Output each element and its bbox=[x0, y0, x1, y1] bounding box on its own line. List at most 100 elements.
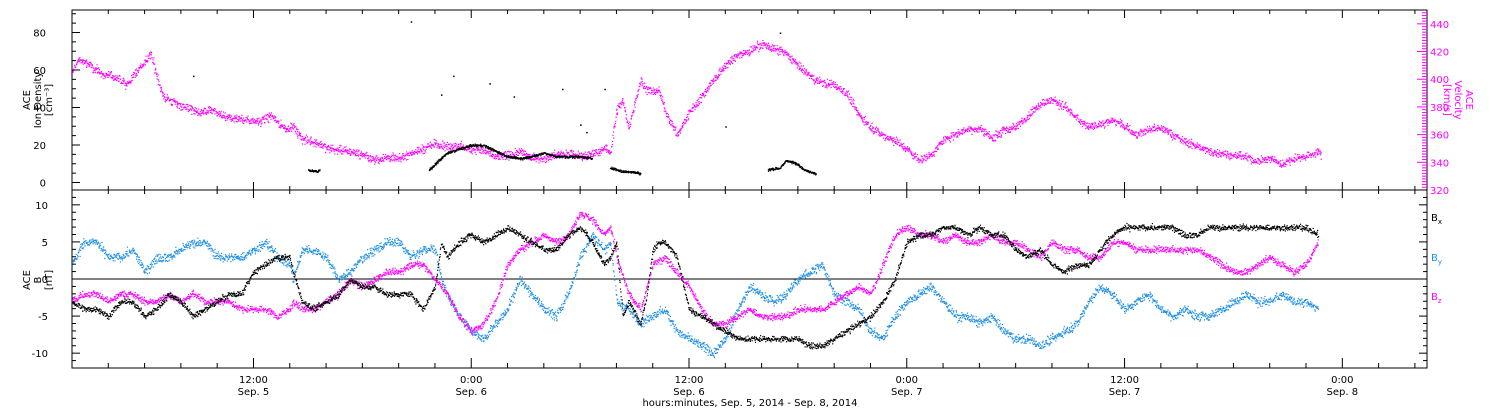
velocity-point bbox=[819, 81, 820, 82]
velocity-point bbox=[1078, 119, 1079, 120]
velocity-point bbox=[749, 54, 750, 55]
velocity-point bbox=[352, 151, 353, 152]
velocity-point bbox=[892, 140, 893, 141]
velocity-point bbox=[415, 149, 416, 150]
velocity-point bbox=[938, 148, 939, 149]
velocity-point bbox=[768, 45, 769, 46]
velocity-point bbox=[686, 117, 687, 118]
velocity-point bbox=[260, 121, 261, 122]
velocity-point bbox=[841, 91, 842, 92]
velocity-point bbox=[1318, 149, 1319, 150]
velocity-point bbox=[934, 156, 935, 157]
velocity-point bbox=[788, 58, 789, 59]
bottom-ytick-label: 10 bbox=[35, 201, 48, 212]
velocity-point bbox=[1231, 155, 1232, 156]
velocity-point bbox=[1001, 135, 1002, 136]
velocity-point bbox=[595, 155, 596, 156]
velocity-point bbox=[210, 107, 211, 108]
velocity-point bbox=[727, 67, 728, 68]
velocity-point bbox=[1008, 132, 1009, 133]
velocity-point bbox=[1172, 132, 1173, 133]
velocity-point bbox=[892, 138, 893, 139]
velocity-point bbox=[418, 148, 419, 149]
velocity-point bbox=[736, 54, 737, 55]
velocity-point bbox=[812, 75, 813, 76]
velocity-point bbox=[302, 136, 303, 137]
velocity-point bbox=[171, 99, 172, 100]
velocity-point bbox=[684, 123, 685, 124]
velocity-point bbox=[1316, 152, 1317, 153]
velocity-point bbox=[418, 147, 419, 148]
velocity-point bbox=[368, 161, 369, 162]
velocity-point bbox=[423, 153, 424, 154]
velocity-point bbox=[541, 158, 542, 159]
velocity-point bbox=[1135, 135, 1136, 136]
velocity-point bbox=[1141, 130, 1142, 131]
velocity-point bbox=[795, 59, 796, 60]
velocity-point bbox=[1000, 130, 1001, 131]
velocity-point bbox=[1052, 103, 1053, 104]
velocity-point bbox=[799, 66, 800, 67]
velocity-point bbox=[718, 77, 719, 78]
velocity-point bbox=[436, 143, 437, 144]
velocity-point bbox=[825, 82, 826, 83]
velocity-point bbox=[208, 112, 209, 113]
velocity-point bbox=[859, 115, 860, 116]
velocity-point bbox=[790, 60, 791, 61]
velocity-point bbox=[1225, 151, 1226, 152]
velocity-point bbox=[157, 76, 158, 77]
velocity-point bbox=[943, 138, 944, 139]
velocity-point bbox=[941, 141, 942, 142]
velocity-point bbox=[648, 92, 649, 93]
velocity-point bbox=[653, 88, 654, 89]
velocity-point bbox=[662, 96, 663, 97]
velocity-point bbox=[1085, 122, 1086, 123]
velocity-point bbox=[522, 155, 523, 156]
velocity-point bbox=[529, 154, 530, 155]
velocity-point bbox=[641, 77, 642, 78]
velocity-point bbox=[74, 65, 75, 66]
velocity-point bbox=[743, 54, 744, 55]
velocity-point bbox=[968, 128, 969, 129]
x-tick-date-label: Sep. 5 bbox=[238, 387, 270, 398]
velocity-point bbox=[1032, 109, 1033, 110]
velocity-point bbox=[1243, 156, 1244, 157]
velocity-point bbox=[793, 58, 794, 59]
velocity-point bbox=[250, 123, 251, 124]
velocity-point bbox=[914, 154, 915, 155]
velocity-point bbox=[591, 153, 592, 154]
velocity-point bbox=[1200, 146, 1201, 147]
velocity-point bbox=[291, 127, 292, 128]
velocity-point bbox=[74, 70, 75, 71]
velocity-point bbox=[1002, 129, 1003, 130]
velocity-point bbox=[666, 116, 667, 117]
velocity-point bbox=[82, 62, 83, 63]
velocity-point bbox=[425, 151, 426, 152]
velocity-point bbox=[592, 150, 593, 151]
velocity-point bbox=[907, 146, 908, 147]
velocity-point bbox=[948, 138, 949, 139]
density-point bbox=[640, 173, 641, 174]
velocity-point bbox=[209, 108, 210, 109]
velocity-point bbox=[1185, 139, 1186, 140]
velocity-point bbox=[984, 129, 985, 130]
velocity-point bbox=[230, 117, 231, 118]
velocity-point bbox=[1168, 132, 1169, 133]
velocity-point bbox=[83, 64, 84, 65]
velocity-point bbox=[1303, 154, 1304, 155]
velocity-point bbox=[1043, 99, 1044, 100]
velocity-point bbox=[548, 160, 549, 161]
velocity-point bbox=[969, 126, 970, 127]
velocity-point bbox=[1146, 130, 1147, 131]
velocity-point bbox=[314, 139, 315, 140]
density-point bbox=[574, 158, 575, 159]
velocity-point bbox=[304, 144, 305, 145]
velocity-point bbox=[1038, 103, 1039, 104]
velocity-point bbox=[647, 87, 648, 88]
velocity-point bbox=[713, 81, 714, 82]
velocity-point bbox=[589, 151, 590, 152]
velocity-point bbox=[161, 89, 162, 90]
velocity-point bbox=[201, 110, 202, 111]
velocity-point bbox=[289, 131, 290, 132]
velocity-point bbox=[442, 145, 443, 146]
